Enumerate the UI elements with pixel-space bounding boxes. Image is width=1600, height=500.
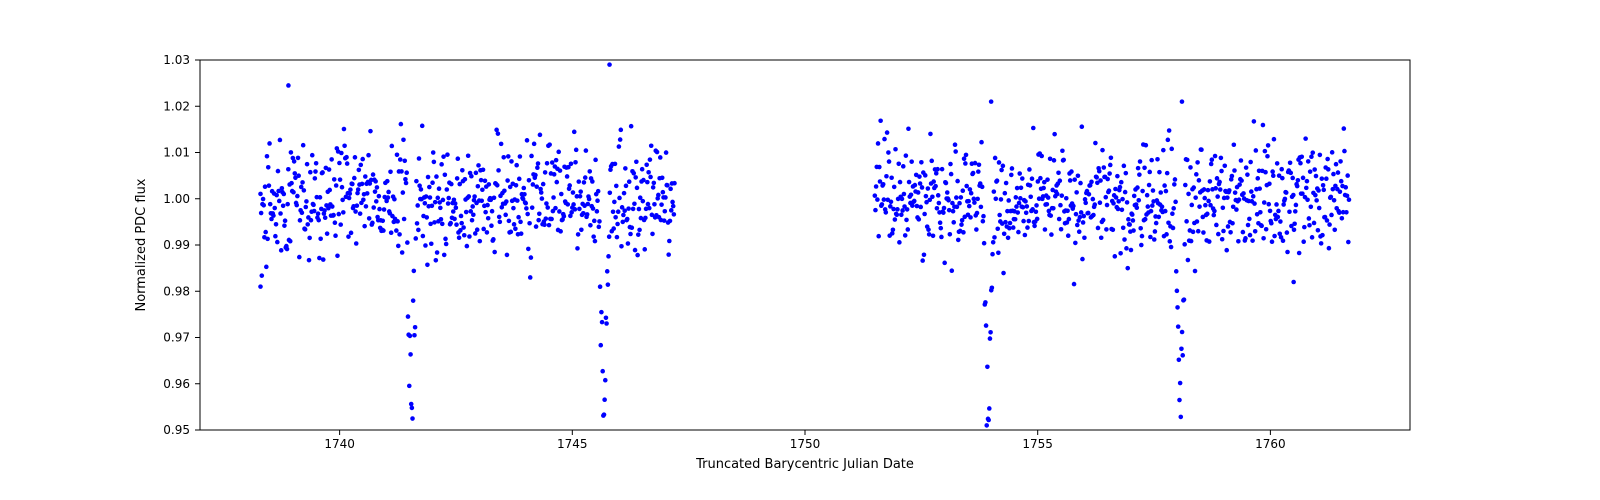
- y-tick-label: 1.01: [163, 146, 190, 160]
- x-tick-label: 1750: [790, 437, 821, 451]
- y-tick-label: 1.02: [163, 99, 190, 113]
- chart-svg: 17401745175017551760 0.950.960.970.980.9…: [0, 0, 1600, 500]
- x-tick-label: 1755: [1022, 437, 1053, 451]
- y-tick-label: 0.96: [163, 377, 190, 391]
- y-tick-label: 0.99: [163, 238, 190, 252]
- x-tick-label: 1740: [324, 437, 355, 451]
- y-tick-label: 0.98: [163, 284, 190, 298]
- y-tick-label: 0.97: [163, 331, 190, 345]
- x-tick-label: 1760: [1255, 437, 1286, 451]
- x-ticks: 1740 1745 1750 1755 1760: [324, 430, 1285, 451]
- y-tick-label: 1.00: [163, 192, 190, 206]
- y-axis-label: Normalized PDC flux: [134, 178, 149, 311]
- scatter-points: [258, 62, 1351, 427]
- x-tick-label: 1745: [557, 437, 588, 451]
- y-tick-label: 0.95: [163, 423, 190, 437]
- lightcurve-chart: 17401745175017551760 0.950.960.970.980.9…: [0, 0, 1600, 500]
- y-tick-label: 1.03: [163, 53, 190, 67]
- plot-border: [200, 60, 1410, 430]
- x-axis-label: Truncated Barycentric Julian Date: [695, 457, 914, 472]
- y-ticks: 0.95 0.96 0.97 0.98 0.99 1.00 1.01 1.02 1.03: [163, 53, 200, 437]
